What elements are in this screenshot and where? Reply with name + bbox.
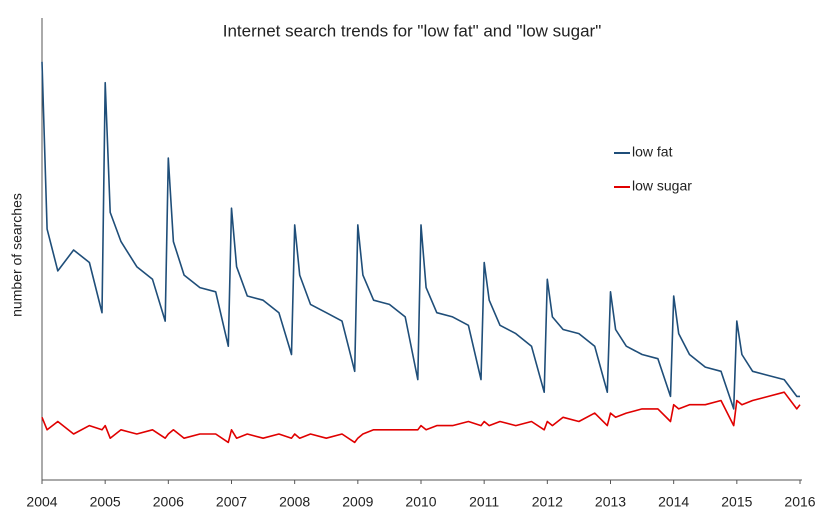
x-tick-label: 2014 [658, 494, 689, 510]
x-tick-label: 2009 [342, 494, 373, 510]
x-tick-label: 2007 [216, 494, 247, 510]
x-tick-label: 2015 [721, 494, 752, 510]
x-tick-label: 2013 [595, 494, 626, 510]
x-tick-label: 2006 [153, 494, 184, 510]
x-tick-label: 2016 [784, 494, 815, 510]
x-tick-label: 2011 [469, 494, 499, 510]
line-series [41, 391, 801, 444]
chart-title: Internet search trends for "low fat" and… [223, 21, 602, 40]
x-tick-label: 2008 [279, 494, 310, 510]
legend-label: low fat [632, 144, 673, 160]
legend-label: low sugar [632, 178, 692, 194]
x-tick-label: 2010 [405, 494, 436, 510]
y-axis-label: number of searches [9, 193, 25, 317]
x-tick-label: 2005 [90, 494, 121, 510]
x-tick-label: 2004 [26, 494, 57, 510]
x-tick-label: 2012 [532, 494, 563, 510]
line-series [41, 61, 800, 410]
